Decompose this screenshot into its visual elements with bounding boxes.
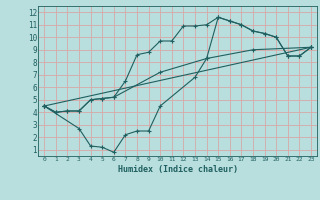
X-axis label: Humidex (Indice chaleur): Humidex (Indice chaleur) — [118, 165, 238, 174]
